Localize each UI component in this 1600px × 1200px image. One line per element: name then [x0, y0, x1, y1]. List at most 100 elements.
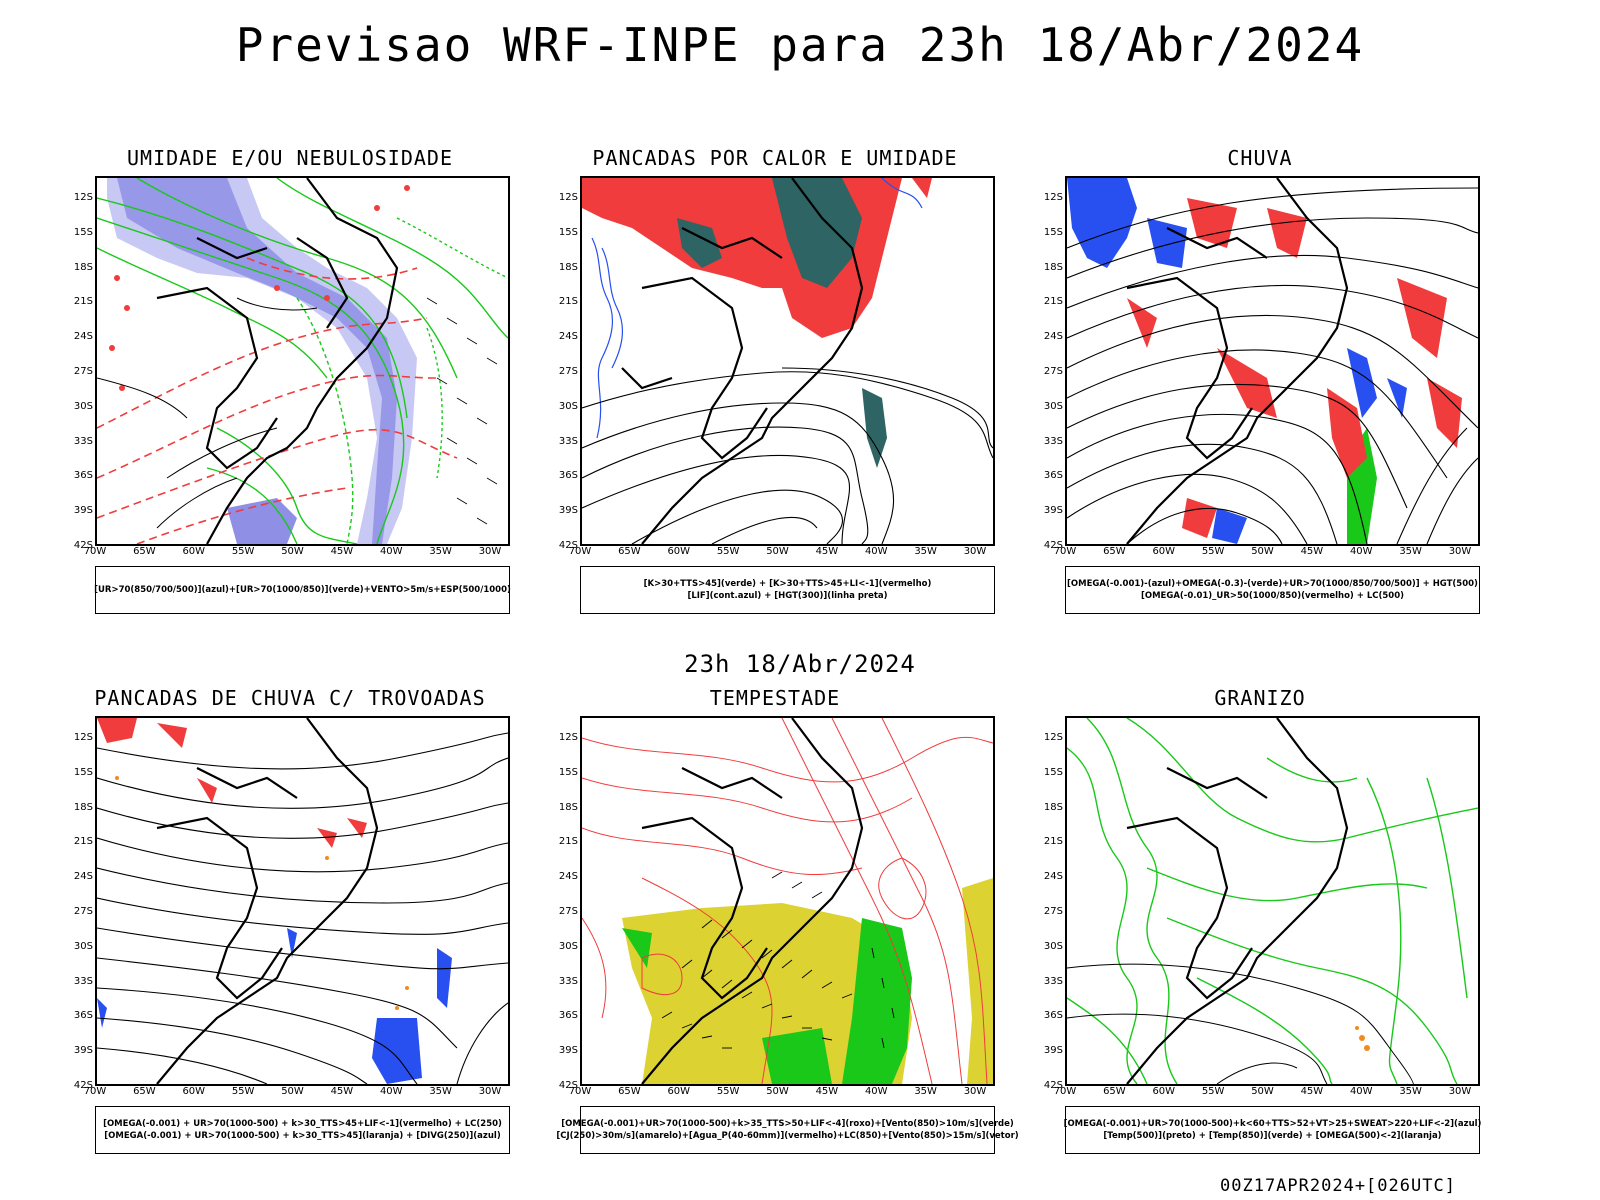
latitude-tick-label: 24S	[73, 871, 93, 883]
panel-title: GRANIZO	[1214, 686, 1306, 710]
latitude-tick-label: 15S	[73, 226, 93, 238]
panel-pancadas-calor: PANCADAS POR CALOR E UMIDADE 12S 15S 18S 21…	[555, 146, 995, 636]
map-pancadas-trovoadas	[95, 716, 510, 1086]
legend-granizo: [OMEGA(-0.001)+UR>70(1000-500)+k<60+TTS>…	[1064, 1106, 1481, 1154]
latitude-tick-label: 12S	[73, 192, 93, 203]
longitude-tick-label: 60W	[1152, 1086, 1176, 1097]
longitude-axis: 70W 65W 60W 55W 50W 45W 40W 35W 30W	[84, 1086, 510, 1100]
longitude-tick-label: 45W	[1300, 546, 1324, 557]
longitude-tick-label: 50W	[766, 546, 789, 557]
latitude-tick-label: 42S	[558, 1080, 578, 1091]
latitude-axis: 12S 15S 18S 21S 24S 27S 30S 33S 36S 39S 42S	[70, 716, 95, 1091]
latitude-tick-label: 24S	[1043, 331, 1063, 343]
longitude-tick-label: 45W	[1300, 1086, 1324, 1097]
legend-tempestade: [OMEGA(-0.001)+UR>70(1000-500)+k>35_TTS>…	[556, 1106, 1019, 1154]
latitude-tick-label: 21S	[558, 836, 578, 848]
legend-line: [K>30+TTS>45](verde) + [K>30+TTS>45+LI<-…	[643, 579, 932, 589]
longitude-tick-label: 65W	[1103, 546, 1126, 557]
latitude-tick-label: 39S	[1043, 505, 1063, 517]
run-timestamp: 00Z17APR2024+[026UTC]	[1220, 1176, 1456, 1196]
latitude-tick-label: 36S	[73, 470, 93, 482]
latitude-tick-label: 42S	[73, 540, 93, 551]
longitude-tick-label: 65W	[618, 1086, 641, 1097]
longitude-tick-label: 30W	[478, 546, 502, 557]
latitude-tick-label: 36S	[558, 470, 578, 482]
longitude-tick-label: 45W	[815, 1086, 839, 1097]
latitude-tick-label: 42S	[558, 540, 578, 551]
map-tempestade	[580, 716, 995, 1086]
longitude-tick-label: 35W	[1399, 546, 1422, 557]
longitude-tick-label: 65W	[133, 1086, 156, 1097]
latitude-tick-label: 27S	[1043, 366, 1063, 377]
map-umidade	[95, 176, 510, 546]
latitude-axis: 12S 15S 18S 21S 24S 27S 30S 33S 36S 39S 42S	[70, 176, 95, 551]
longitude-tick-label: 55W	[231, 546, 255, 557]
latitude-tick-label: 42S	[1043, 540, 1063, 551]
longitude-tick-label: 30W	[478, 1086, 502, 1097]
longitude-tick-label: 70W	[1053, 546, 1077, 557]
longitude-tick-label: 40W	[1349, 1086, 1373, 1097]
longitude-tick-label: 60W	[667, 1086, 691, 1097]
panel-granizo: GRANIZO 12S 15S 18S 21S 24S 27S 30S 33S 36S 39S 42…	[1040, 686, 1481, 1176]
longitude-tick-label: 60W	[182, 546, 206, 557]
longitude-axis: 70W 65W 60W 55W 50W 45W 40W 35W 30W	[1054, 1086, 1480, 1100]
longitude-tick-label: 45W	[815, 546, 839, 557]
latitude-tick-label: 30S	[73, 940, 93, 952]
latitude-tick-label: 33S	[73, 435, 93, 447]
latitude-tick-label: 15S	[73, 766, 93, 778]
map-granizo	[1065, 716, 1480, 1086]
latitude-axis: 12S 15S 18S 21S 24S 27S 30S 33S 36S 39S 42S	[1040, 716, 1065, 1091]
legend-chuva: [OMEGA(-0.001)-(azul)+OMEGA(-0.3)-(verde…	[1065, 566, 1480, 614]
longitude-tick-label: 35W	[429, 1086, 452, 1097]
longitude-tick-label: 45W	[330, 1086, 354, 1097]
latitude-tick-label: 30S	[1043, 400, 1063, 412]
legend-line: [LIF](cont.azul) + [HGT(300)](linha pret…	[687, 591, 888, 601]
panel-title: UMIDADE E/OU NEBULOSIDADE	[126, 146, 454, 170]
latitude-tick-label: 30S	[73, 400, 93, 412]
legend-line: [UR>70(850/700/500)](azul)+[UR>70(1000/8…	[94, 585, 511, 595]
latitude-tick-label: 33S	[558, 975, 578, 987]
latitude-tick-label: 36S	[73, 1010, 93, 1022]
latitude-tick-label: 12S	[1043, 732, 1063, 743]
latitude-tick-label: 21S	[73, 836, 93, 848]
latitude-tick-label: 12S	[1043, 192, 1063, 203]
longitude-tick-label: 45W	[330, 546, 354, 557]
longitude-tick-label: 40W	[864, 546, 888, 557]
latitude-tick-label: 39S	[1043, 1045, 1063, 1057]
latitude-tick-label: 36S	[1043, 470, 1063, 482]
longitude-tick-label: 50W	[1251, 1086, 1274, 1097]
longitude-tick-label: 55W	[231, 1086, 255, 1097]
longitude-tick-label: 60W	[182, 1086, 206, 1097]
latitude-tick-label: 27S	[1043, 906, 1063, 917]
latitude-tick-label: 24S	[558, 871, 578, 883]
longitude-tick-label: 55W	[716, 1086, 740, 1097]
longitude-tick-label: 70W	[1053, 1086, 1077, 1097]
latitude-tick-label: 27S	[558, 366, 578, 377]
latitude-tick-label: 39S	[558, 505, 578, 517]
map-chuva	[1065, 176, 1480, 546]
longitude-tick-label: 35W	[1399, 1086, 1422, 1097]
longitude-tick-label: 65W	[618, 546, 641, 557]
latitude-tick-label: 15S	[558, 226, 578, 238]
latitude-tick-label: 30S	[558, 940, 578, 952]
latitude-tick-label: 12S	[73, 732, 93, 743]
legend-line: [OMEGA(-0.01)_UR>50(1000/850)(vermelho) …	[1140, 591, 1405, 601]
longitude-tick-label: 40W	[1349, 546, 1373, 557]
latitude-tick-label: 24S	[73, 331, 93, 343]
longitude-tick-label: 60W	[667, 546, 691, 557]
map-pancadas-calor	[580, 176, 995, 546]
longitude-tick-label: 70W	[83, 546, 107, 557]
panel-pancadas-trovoadas: PANCADAS DE CHUVA C/ TROVOADAS 12S 15S 18S…	[70, 686, 510, 1176]
panel-chuva: CHUVA 12S 15S 18S 21S 24S 27S 30S 33S 36S 39S 42S	[1040, 146, 1480, 636]
latitude-tick-label: 36S	[558, 1010, 578, 1022]
longitude-tick-label: 35W	[914, 546, 937, 557]
latitude-tick-label: 42S	[73, 1080, 93, 1091]
longitude-tick-label: 55W	[1201, 546, 1225, 557]
legend-line: [OMEGA(-0.001) + UR>70(1000-500) + k>30_…	[103, 1119, 502, 1129]
legend-line: [OMEGA(-0.001) + UR>70(1000-500) + k>30_…	[104, 1131, 501, 1141]
longitude-axis: 70W 65W 60W 55W 50W 45W 40W 35W 30W	[569, 546, 995, 560]
latitude-axis: 12S 15S 18S 21S 24S 27S 30S 33S 36S 39S 42S	[1040, 176, 1065, 551]
longitude-tick-label: 55W	[1201, 1086, 1225, 1097]
latitude-tick-label: 12S	[558, 732, 578, 743]
latitude-tick-label: 33S	[1043, 975, 1063, 987]
